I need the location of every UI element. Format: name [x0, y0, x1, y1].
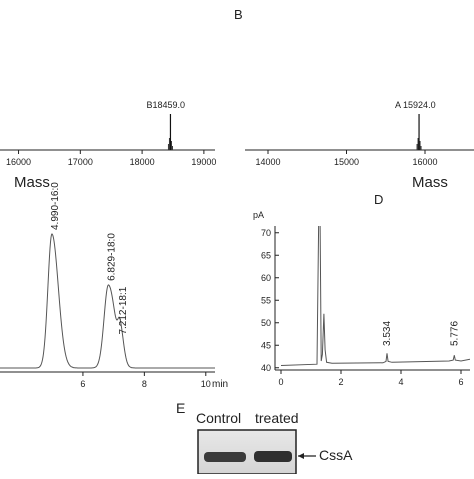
arrow-head — [298, 453, 304, 459]
panel-label: D — [374, 192, 383, 207]
y-tick-label: 70 — [261, 228, 271, 238]
x-tick-label: 2 — [338, 377, 343, 387]
panel-label: B — [234, 7, 243, 22]
blot-band — [254, 451, 292, 462]
x-tick-label: 15000 — [334, 157, 359, 167]
trace-line — [280, 226, 470, 366]
y-tick-label: 50 — [261, 318, 271, 328]
panel-label: E — [176, 400, 185, 416]
target-label: CssA — [319, 447, 353, 463]
y-axis-label: pA — [253, 210, 264, 220]
peak-label: 3.534 — [382, 321, 393, 346]
y-tick-label: 40 — [261, 363, 271, 373]
chromatogram-trace — [0, 233, 215, 369]
x-tick-label: 16000 — [412, 157, 437, 167]
peak-label: 4.990-16:0 — [50, 182, 61, 230]
x-tick-label: 14000 — [255, 157, 280, 167]
x-axis-label: min — [212, 379, 228, 390]
x-tick-label: 4 — [398, 377, 403, 387]
x-tick-label: 10 — [201, 379, 211, 389]
blot-panel: E Control treated CssA — [176, 400, 353, 475]
peak-label: A 15924.0 — [395, 100, 436, 110]
y-tick-label: 65 — [261, 250, 271, 260]
lane-label: treated — [255, 410, 299, 426]
peak-label: 5.776 — [449, 321, 460, 346]
peak-label: B18459.0 — [146, 100, 185, 110]
x-axis-label: Mass — [14, 174, 50, 191]
chart-panel: B 14000 15000 16000 Mass A 15924.0 — [234, 7, 474, 191]
y-tick-label: 60 — [261, 273, 271, 283]
x-tick-label: 16000 — [6, 157, 31, 167]
x-axis-label: Mass — [412, 174, 448, 191]
x-tick-label: 18000 — [130, 157, 155, 167]
chart-panel: 6 8 10 min 4.990-16:0 6.829-18:07.212-18:1 — [0, 182, 228, 390]
x-tick-label: 19000 — [191, 157, 216, 167]
peak-label: 7.212-18:1 — [118, 286, 129, 334]
peak-label: 6.829-18:0 — [106, 233, 117, 281]
chart-panel: D 0 2 4 6 pA 40 45 50 55 60 65 70 3.534 5.776 — [253, 192, 470, 387]
x-tick-label: 17000 — [68, 157, 93, 167]
lane-label: Control — [196, 410, 241, 426]
blot-band — [204, 452, 246, 462]
chart-panel: 16000 17000 18000 19000 Mass B18459.0 — [0, 100, 216, 191]
y-tick-label: 55 — [261, 295, 271, 305]
x-tick-label: 8 — [142, 379, 147, 389]
y-tick-label: 45 — [261, 340, 271, 350]
x-tick-label: 0 — [278, 377, 283, 387]
x-tick-label: 6 — [458, 377, 463, 387]
x-tick-label: 6 — [80, 379, 85, 389]
